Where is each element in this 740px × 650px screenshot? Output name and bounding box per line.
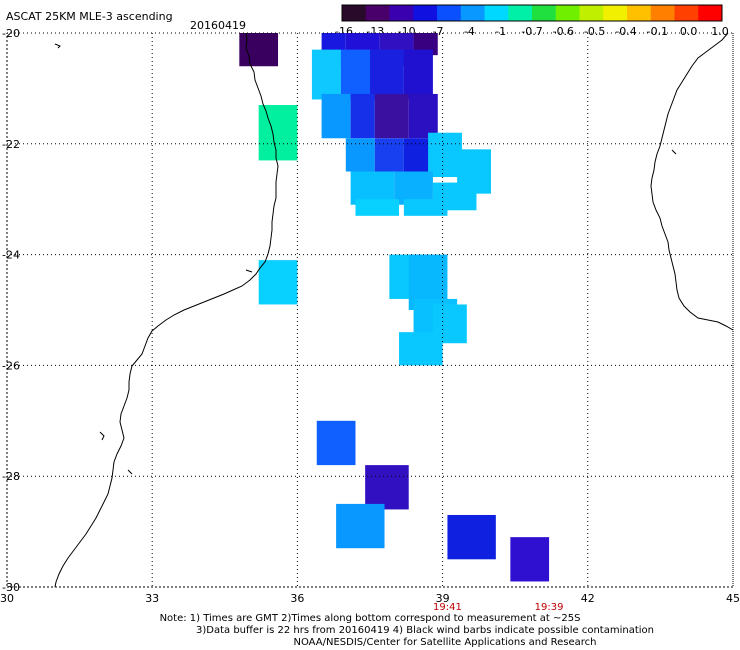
- wind-cell: [374, 138, 404, 172]
- footer-note-line1: Note: 1) Times are GMT 2)Times along bot…: [159, 613, 581, 624]
- colorbar-label: -0.4: [615, 25, 636, 38]
- wind-cell: [374, 93, 409, 139]
- lon-tick-label: 30: [0, 592, 14, 605]
- lat-tick-label: -20: [2, 27, 20, 40]
- footer-note-line2: 3)Data buffer is 22 hrs from 20160419 4)…: [196, 625, 654, 636]
- lon-tick-label: 33: [145, 592, 159, 605]
- data-cells: [239, 33, 550, 582]
- lon-tick-label: 42: [581, 592, 595, 605]
- lat-tick-label: -30: [2, 581, 20, 594]
- graticule: [6, 32, 734, 588]
- time-labels: 19:41 19:39: [433, 602, 563, 613]
- colorbar-labels: -16 -13 -10 -7 -4 -1 -0.7 -0.6 -0.5 -0.4 -0.1 0.0 1.…: [335, 25, 729, 38]
- colorbar-swatch: [555, 5, 580, 21]
- time-label: 19:41: [433, 602, 462, 613]
- colorbar-label: 1.0: [711, 25, 729, 38]
- wind-cell: [447, 514, 496, 560]
- wind-cell: [239, 33, 279, 67]
- lon-tick-label: 45: [726, 592, 740, 605]
- colorbar-swatch: [460, 5, 485, 21]
- colorbar-label: -0.7: [521, 25, 542, 38]
- time-label: 19:39: [535, 602, 564, 613]
- colorbar-swatch: [579, 5, 604, 21]
- wind-cell: [428, 132, 462, 178]
- wind-cell: [258, 260, 298, 305]
- colorbar-swatch: [413, 5, 438, 21]
- colorbar-label: -4: [464, 25, 475, 38]
- wind-cell: [316, 420, 356, 466]
- colorbar-swatch: [698, 5, 723, 21]
- colorbar-label: -0.5: [584, 25, 605, 38]
- wind-cell: [311, 49, 341, 100]
- colorbar-swatch: [627, 5, 652, 21]
- colorbar-swatch: [508, 5, 533, 21]
- wind-cell: [365, 465, 409, 510]
- colorbar-swatch: [365, 5, 390, 21]
- colorbar-frame: [341, 4, 723, 22]
- colorbar-swatch: [674, 5, 699, 21]
- wind-cell: [345, 138, 375, 172]
- map-title: ASCAT 25KM MLE-3 ascending: [6, 10, 173, 23]
- wind-cell: [403, 199, 448, 216]
- colorbar-label: -0.1: [647, 25, 668, 38]
- colorbar-swatch: [532, 5, 557, 21]
- colorbar-swatch: [650, 5, 675, 21]
- wind-cell: [403, 49, 433, 100]
- colorbar-swatch: [342, 5, 367, 21]
- colorbar: [341, 4, 723, 22]
- wind-cell: [350, 93, 375, 139]
- lat-tick-label: -26: [2, 359, 20, 372]
- axis-ticks: 30 33 36 39 42 45 -20 -22 -24 -26 -28 -30: [0, 27, 740, 605]
- wind-cell: [321, 93, 351, 139]
- lat-tick-label: -28: [2, 470, 20, 483]
- wind-cell: [340, 49, 370, 100]
- wind-cell: [258, 105, 298, 161]
- wind-cell: [399, 332, 443, 366]
- colorbar-swatch: [437, 5, 462, 21]
- wind-cell: [408, 93, 438, 139]
- colorbar-label: -1: [495, 25, 506, 38]
- island-marks: [54, 43, 677, 475]
- colorbar-label: -0.6: [553, 25, 574, 38]
- lon-tick-label: 39: [436, 592, 450, 605]
- wind-cell: [370, 49, 404, 100]
- wind-cell: [355, 199, 400, 216]
- colorbar-label: -7: [433, 25, 444, 38]
- colorbar-swatch: [484, 5, 509, 21]
- footer-credit: NOAA/NESDIS/Center for Satellite Applica…: [293, 637, 597, 648]
- lon-tick-label: 36: [290, 592, 304, 605]
- wind-cell: [336, 503, 385, 549]
- africa-coastline: [54, 32, 279, 588]
- colorbar-swatch: [603, 5, 628, 21]
- colorbar-label: 0.0: [680, 25, 698, 38]
- lat-tick-label: -24: [2, 249, 20, 262]
- colorbar-swatch: [389, 5, 414, 21]
- madagascar-coastline: [650, 32, 734, 331]
- wind-cell: [510, 537, 550, 582]
- map-date: 20160419: [190, 19, 246, 32]
- lat-tick-label: -22: [2, 138, 20, 151]
